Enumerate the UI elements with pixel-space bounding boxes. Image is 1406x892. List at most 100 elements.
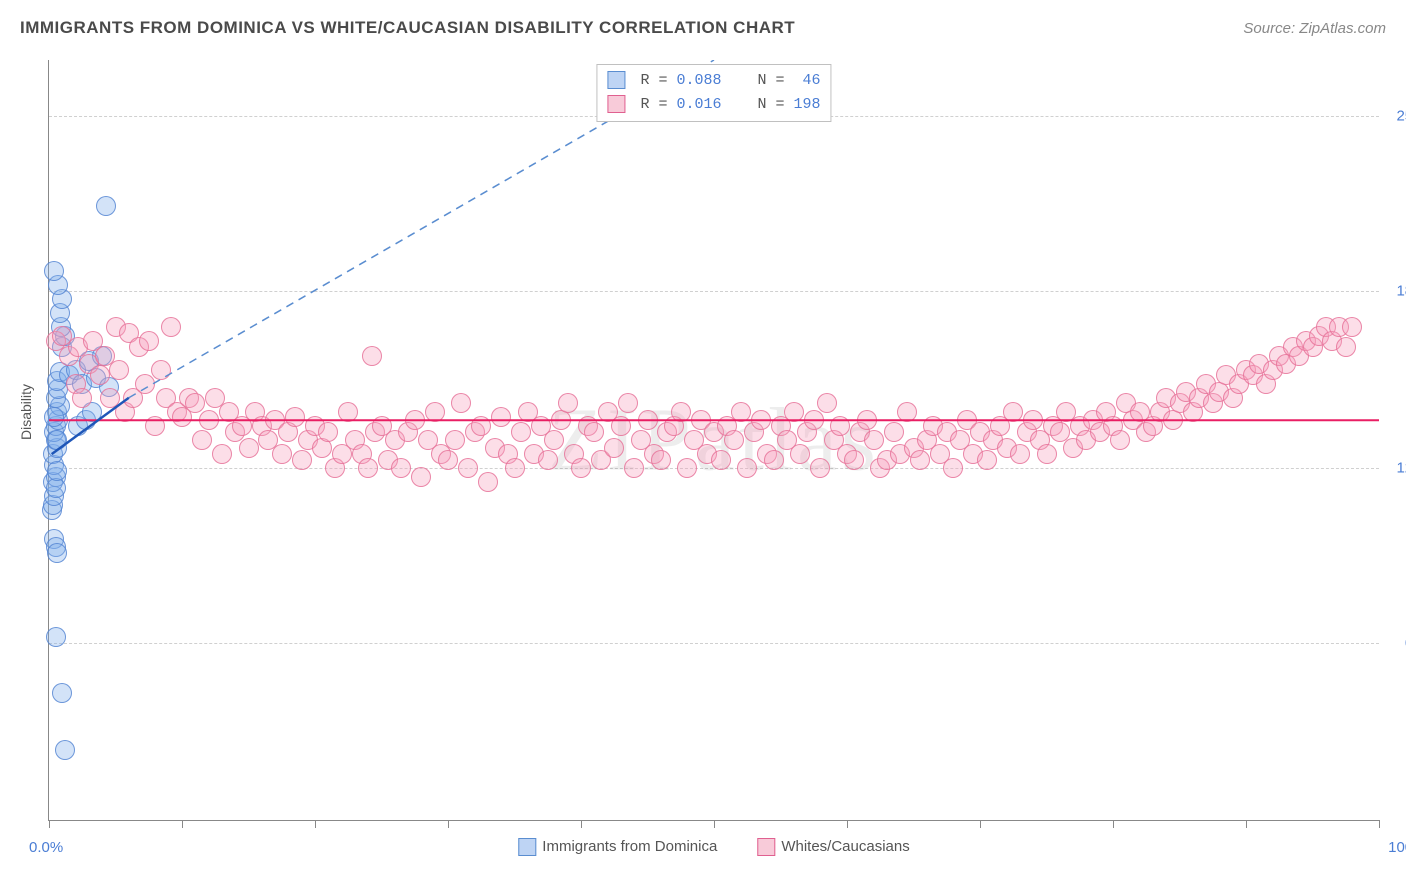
- scatter-marker-white: [445, 430, 465, 450]
- scatter-marker-white: [338, 402, 358, 422]
- y-axis-label: Disability: [18, 384, 34, 440]
- scatter-marker-white: [1110, 430, 1130, 450]
- scatter-marker-white: [90, 365, 110, 385]
- scatter-marker-white: [438, 450, 458, 470]
- scatter-marker-white: [810, 458, 830, 478]
- scatter-marker-white: [212, 444, 232, 464]
- x-tick-mark: [1246, 820, 1247, 828]
- scatter-marker-white: [139, 331, 159, 351]
- scatter-marker-white: [145, 416, 165, 436]
- x-axis-min-label: 0.0%: [29, 839, 63, 856]
- scatter-marker-white: [405, 410, 425, 430]
- swatch-pink-icon: [607, 95, 625, 113]
- n-label: N =: [758, 96, 785, 113]
- gridline-h: [49, 643, 1379, 644]
- chart-title: IMMIGRANTS FROM DOMINICA VS WHITE/CAUCAS…: [20, 18, 795, 38]
- chart-source: Source: ZipAtlas.com: [1243, 20, 1386, 37]
- scatter-marker-white: [844, 450, 864, 470]
- scatter-marker-white: [817, 393, 837, 413]
- scatter-marker-white: [558, 393, 578, 413]
- scatter-marker-white: [318, 422, 338, 442]
- scatter-marker-dominica: [46, 627, 66, 647]
- x-tick-mark: [1113, 820, 1114, 828]
- scatter-marker-white: [272, 444, 292, 464]
- scatter-marker-white: [1010, 444, 1030, 464]
- gridline-h: [49, 291, 1379, 292]
- swatch-blue-icon: [607, 71, 625, 89]
- series-legend: Immigrants from Dominica Whites/Caucasia…: [518, 838, 909, 856]
- scatter-marker-white: [790, 444, 810, 464]
- scatter-marker-white: [544, 430, 564, 450]
- scatter-marker-white: [804, 410, 824, 430]
- scatter-marker-white: [784, 402, 804, 422]
- scatter-marker-white: [731, 402, 751, 422]
- x-tick-mark: [1379, 820, 1380, 828]
- stats-row-pink: R = 0.016 N = 198: [607, 93, 820, 117]
- scatter-marker-white: [884, 422, 904, 442]
- scatter-marker-white: [830, 416, 850, 436]
- scatter-marker-white: [151, 360, 171, 380]
- r-value-blue: 0.088: [676, 72, 721, 89]
- source-prefix: Source:: [1243, 20, 1299, 37]
- y-tick-label: 12.5%: [1384, 460, 1406, 477]
- scatter-marker-white: [411, 467, 431, 487]
- scatter-marker-white: [897, 402, 917, 422]
- x-axis-max-label: 100.0%: [1388, 839, 1406, 856]
- scatter-marker-white: [538, 450, 558, 470]
- scatter-marker-white: [910, 450, 930, 470]
- scatter-marker-dominica: [96, 196, 116, 216]
- scatter-marker-white: [72, 388, 92, 408]
- x-tick-mark: [980, 820, 981, 828]
- n-value-pink: 198: [794, 96, 821, 113]
- scatter-marker-dominica: [47, 430, 67, 450]
- scatter-marker-white: [651, 450, 671, 470]
- y-tick-label: 25.0%: [1384, 108, 1406, 125]
- scatter-marker-white: [677, 458, 697, 478]
- scatter-marker-white: [358, 458, 378, 478]
- n-label: N =: [758, 72, 785, 89]
- r-value-pink: 0.016: [676, 96, 721, 113]
- scatter-marker-white: [391, 458, 411, 478]
- scatter-marker-white: [724, 430, 744, 450]
- scatter-marker-white: [624, 458, 644, 478]
- stats-legend-box: R = 0.088 N = 46 R = 0.016 N = 198: [596, 64, 831, 122]
- scatter-marker-dominica: [52, 683, 72, 703]
- scatter-marker-white: [491, 407, 511, 427]
- scatter-marker-white: [711, 450, 731, 470]
- scatter-marker-white: [611, 416, 631, 436]
- scatter-marker-white: [671, 402, 691, 422]
- scatter-marker-white: [1050, 422, 1070, 442]
- scatter-marker-white: [199, 410, 219, 430]
- scatter-marker-white: [1336, 337, 1356, 357]
- scatter-marker-white: [185, 393, 205, 413]
- n-value-blue: 46: [794, 72, 821, 89]
- legend-item-dominica: Immigrants from Dominica: [518, 838, 717, 856]
- x-tick-mark: [182, 820, 183, 828]
- r-label: R =: [640, 72, 667, 89]
- scatter-marker-white: [505, 458, 525, 478]
- legend-item-white: Whites/Caucasians: [757, 838, 909, 856]
- scatter-marker-white: [977, 450, 997, 470]
- legend-label-dominica: Immigrants from Dominica: [542, 838, 717, 855]
- scatter-marker-white: [292, 450, 312, 470]
- scatter-marker-white: [451, 393, 471, 413]
- scatter-marker-white: [1037, 444, 1057, 464]
- scatter-marker-white: [1003, 402, 1023, 422]
- y-tick-label: 18.8%: [1384, 282, 1406, 299]
- scatter-marker-white: [584, 422, 604, 442]
- scatter-marker-white: [1342, 317, 1362, 337]
- scatter-marker-white: [737, 458, 757, 478]
- scatter-marker-white: [604, 438, 624, 458]
- scatter-marker-white: [943, 458, 963, 478]
- scatter-marker-white: [857, 410, 877, 430]
- chart-header: IMMIGRANTS FROM DOMINICA VS WHITE/CAUCAS…: [20, 18, 1386, 38]
- scatter-marker-white: [458, 458, 478, 478]
- stats-row-blue: R = 0.088 N = 46: [607, 69, 820, 93]
- scatter-marker-white: [511, 422, 531, 442]
- scatter-marker-white: [239, 438, 259, 458]
- scatter-marker-white: [471, 416, 491, 436]
- scatter-marker-white: [285, 407, 305, 427]
- scatter-marker-white: [638, 410, 658, 430]
- scatter-marker-white: [478, 472, 498, 492]
- scatter-marker-white: [751, 410, 771, 430]
